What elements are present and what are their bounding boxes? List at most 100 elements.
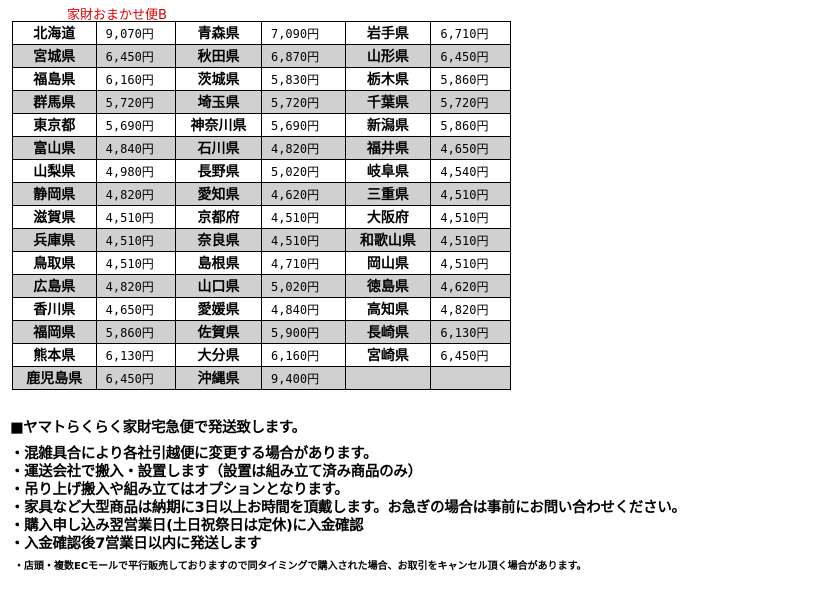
rate-row: 宮城県 6,450円 秋田県 6,870円 山形県 6,450円 xyxy=(12,44,511,68)
rate-row: 北海道 9,070円 青森県 7,090円 岩手県 6,710円 xyxy=(12,21,511,45)
prefecture-name: 福島県 xyxy=(12,67,97,91)
rate-price: 6,450円 xyxy=(95,366,177,390)
rate-price: 4,510円 xyxy=(260,228,346,252)
rate-price: 5,690円 xyxy=(260,113,346,137)
rate-row: 兵庫県 4,510円 奈良県 4,510円 和歌山県 4,510円 xyxy=(12,228,511,252)
prefecture-name: 千葉県 xyxy=(344,90,432,114)
prefecture-name: 三重県 xyxy=(344,182,432,206)
rate-row: 滋賀県 4,510円 京都府 4,510円 大阪府 4,510円 xyxy=(12,205,511,229)
rate-price: 6,130円 xyxy=(430,320,511,344)
prefecture-name: 鳥取県 xyxy=(12,251,97,275)
prefecture-name: 埼玉県 xyxy=(175,90,262,114)
rate-row: 広島県 4,820円 山口県 5,020円 徳島県 4,620円 xyxy=(12,274,511,298)
rate-price: 4,820円 xyxy=(95,274,177,298)
footnote: ・店頭・複数ECモールで平行販売しておりますので同タイミングで購入された場合、お… xyxy=(14,561,587,572)
rate-row: 鳥取県 4,510円 島根県 4,710円 岡山県 4,510円 xyxy=(12,251,511,275)
shipping-notes: ■ヤマトらくらく家財宅急便で発送致します。 ・混雑具合により各社引越便に変更する… xyxy=(10,416,686,553)
prefecture-name: 栃木県 xyxy=(344,67,432,91)
prefecture-name: 福岡県 xyxy=(12,320,97,344)
rate-price: 6,160円 xyxy=(260,343,346,367)
prefecture-name: 北海道 xyxy=(12,21,97,45)
rate-row: 福島県 6,160円 茨城県 5,830円 栃木県 5,860円 xyxy=(12,67,511,91)
prefecture-name: 青森県 xyxy=(175,21,262,45)
rate-price: 4,510円 xyxy=(430,251,511,275)
rate-price: 6,450円 xyxy=(95,44,177,68)
prefecture-name: 長崎県 xyxy=(344,320,432,344)
prefecture-name: 愛媛県 xyxy=(175,297,262,321)
rate-row: 鹿児島県 6,450円 沖縄県 9,400円 xyxy=(12,366,511,390)
rate-price: 4,650円 xyxy=(430,136,511,160)
rate-row: 富山県 4,840円 石川県 4,820円 福井県 4,650円 xyxy=(12,136,511,160)
prefecture-name: 鹿児島県 xyxy=(12,366,97,390)
rate-row: 静岡県 4,820円 愛知県 4,620円 三重県 4,510円 xyxy=(12,182,511,206)
rate-row: 香川県 4,650円 愛媛県 4,840円 高知県 4,820円 xyxy=(12,297,511,321)
rate-price: 5,860円 xyxy=(95,320,177,344)
notes-heading: ■ヤマトらくらく家財宅急便で発送致します。 xyxy=(10,420,306,436)
prefecture-name: 岡山県 xyxy=(344,251,432,275)
rate-price: 4,710円 xyxy=(260,251,346,275)
rate-price: 7,090円 xyxy=(260,21,346,45)
note-item: ・家具など大型商品は納期に3日以上お時間を頂戴します。お急ぎの場合は事前にお問い… xyxy=(10,500,686,516)
rate-price: 4,820円 xyxy=(95,182,177,206)
prefecture-name: 秋田県 xyxy=(175,44,262,68)
prefecture-name: 奈良県 xyxy=(175,228,262,252)
rate-price: 5,020円 xyxy=(260,159,346,183)
rate-price: 5,720円 xyxy=(260,90,346,114)
rate-price: 4,510円 xyxy=(95,251,177,275)
shipping-plan-title: 家財おまかせ便B xyxy=(67,8,167,23)
prefecture-name: 熊本県 xyxy=(12,343,97,367)
rate-price: 4,510円 xyxy=(430,205,511,229)
rate-price: 5,020円 xyxy=(260,274,346,298)
rate-price: 4,510円 xyxy=(430,182,511,206)
rate-price: 6,160円 xyxy=(95,67,177,91)
note-item: ・混雑具合により各社引越便に変更する場合があります。 xyxy=(10,446,378,462)
rate-price: 4,650円 xyxy=(95,297,177,321)
rate-price: 5,690円 xyxy=(95,113,177,137)
prefecture-name: 大分県 xyxy=(175,343,262,367)
prefecture-name: 神奈川県 xyxy=(175,113,262,137)
rate-price: 6,130円 xyxy=(95,343,177,367)
rate-price: 5,860円 xyxy=(430,67,511,91)
prefecture-name: 沖縄県 xyxy=(175,366,262,390)
rate-row: 熊本県 6,130円 大分県 6,160円 宮崎県 6,450円 xyxy=(12,343,511,367)
prefecture-name: 和歌山県 xyxy=(344,228,432,252)
rate-price: 4,840円 xyxy=(95,136,177,160)
rate-price: 4,620円 xyxy=(430,274,511,298)
rate-price: 6,710円 xyxy=(430,21,511,45)
rate-price xyxy=(430,366,511,390)
prefecture-name: 徳島県 xyxy=(344,274,432,298)
prefecture-name: 山梨県 xyxy=(12,159,97,183)
prefecture-name: 広島県 xyxy=(12,274,97,298)
prefecture-name: 静岡県 xyxy=(12,182,97,206)
prefecture-name: 香川県 xyxy=(12,297,97,321)
prefecture-name: 山形県 xyxy=(344,44,432,68)
prefecture-name: 東京都 xyxy=(12,113,97,137)
prefecture-name: 岩手県 xyxy=(344,21,432,45)
rate-price: 5,860円 xyxy=(430,113,511,137)
prefecture-name xyxy=(344,366,432,390)
prefecture-name: 茨城県 xyxy=(175,67,262,91)
rate-price: 4,540円 xyxy=(430,159,511,183)
rate-price: 4,840円 xyxy=(260,297,346,321)
prefecture-name: 宮崎県 xyxy=(344,343,432,367)
prefecture-name: 長野県 xyxy=(175,159,262,183)
shipping-rate-table: 北海道 9,070円 青森県 7,090円 岩手県 6,710円 宮城県 6,450円 秋田県 6… xyxy=(12,21,511,390)
prefecture-name: 兵庫県 xyxy=(12,228,97,252)
rate-price: 4,820円 xyxy=(430,297,511,321)
rate-price: 6,870円 xyxy=(260,44,346,68)
prefecture-name: 大阪府 xyxy=(344,205,432,229)
prefecture-name: 石川県 xyxy=(175,136,262,160)
rate-price: 4,510円 xyxy=(95,205,177,229)
rate-price: 5,830円 xyxy=(260,67,346,91)
rate-row: 福岡県 5,860円 佐賀県 5,900円 長崎県 6,130円 xyxy=(12,320,511,344)
rate-price: 5,900円 xyxy=(260,320,346,344)
prefecture-name: 愛知県 xyxy=(175,182,262,206)
note-item: ・運送会社で搬入・設置します（設置は組み立て済み商品のみ） xyxy=(10,464,422,480)
prefecture-name: 佐賀県 xyxy=(175,320,262,344)
prefecture-name: 富山県 xyxy=(12,136,97,160)
prefecture-name: 滋賀県 xyxy=(12,205,97,229)
prefecture-name: 京都府 xyxy=(175,205,262,229)
rate-price: 5,720円 xyxy=(95,90,177,114)
note-item: ・購入申し込み翌営業日(土日祝祭日は定休)に入金確認 xyxy=(10,518,364,534)
prefecture-name: 島根県 xyxy=(175,251,262,275)
